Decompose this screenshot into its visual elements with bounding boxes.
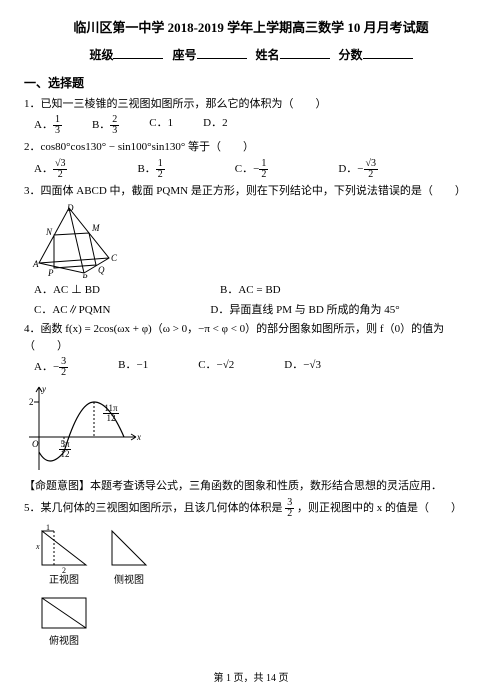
q3-opt-c: C．AC∥PQMN: [34, 302, 110, 319]
q4-options: A．−32 B．−1 C．−√2 D．−√3: [34, 357, 478, 378]
svg-text:A: A: [32, 259, 39, 269]
name-blank: [280, 47, 330, 59]
class-label: 班级: [89, 48, 113, 62]
front-view: 1 x 2 正视图: [34, 523, 94, 588]
svg-text:2: 2: [62, 566, 66, 573]
q5-text-a: 5．某几何体的三视图如图所示，且该几何体的体积是: [24, 502, 283, 514]
note-line: 【命题意图】本题考查诱导公式，三角函数的图象和性质，数形结合思想的灵活应用．: [24, 478, 478, 495]
svg-text:Q: Q: [98, 265, 105, 275]
seat-blank: [197, 47, 247, 59]
svg-text:M: M: [91, 223, 100, 233]
q1-opt-d: D．2: [203, 115, 227, 136]
svg-text:B: B: [82, 273, 88, 278]
q2-opt-a: A．√32: [34, 159, 67, 180]
score-label: 分数: [339, 48, 363, 62]
question-4: 4．函数 f(x) = 2cos(ωx + φ)（ω > 0，−π < φ < …: [24, 321, 478, 354]
q2-opt-d: D．−√32: [338, 159, 378, 180]
x-axis-label: x: [136, 432, 141, 442]
q3-options-row2: C．AC∥PQMN D．异面直线 PM 与 BD 所成的角为 45°: [34, 302, 478, 319]
q3-options-row1: A．AC ⊥ BD B．AC = BD: [34, 282, 478, 299]
q1-opt-a: A．13: [34, 115, 62, 136]
top-view-label: 俯视图: [34, 634, 94, 649]
svg-text:D: D: [66, 203, 74, 213]
y-axis-label: y: [41, 384, 46, 394]
score-blank: [363, 47, 413, 59]
q5-volume: 32: [285, 498, 294, 519]
cosine-graph-svg: 2 O x y 5π12 11π12: [24, 382, 144, 474]
q4-graph: 2 O x y 5π12 11π12: [24, 382, 478, 474]
top-view-svg: [34, 592, 94, 634]
q3-opt-b: B．AC = BD: [220, 282, 281, 299]
q4-opt-d: D．−√3: [284, 357, 321, 378]
top-view: 俯视图: [34, 592, 94, 649]
student-info-line: 班级 座号 姓名 分数: [24, 46, 478, 64]
q3-opt-d: D．异面直线 PM 与 BD 所成的角为 45°: [210, 302, 399, 319]
page-title: 临川区第一中学 2018-2019 学年上学期高三数学 10 月月考试题: [24, 18, 478, 38]
svg-text:C: C: [111, 253, 118, 263]
tetrahedron-svg: A B C D P Q M N: [24, 203, 119, 278]
q5-views-row1: 1 x 2 正视图 侧视图: [34, 523, 478, 588]
origin-label: O: [32, 439, 39, 449]
svg-text:1: 1: [46, 523, 50, 532]
q4-opt-b: B．−1: [118, 357, 148, 378]
question-2: 2．cos80°cos130° − sin100°sin130° 等于（ ）: [24, 139, 478, 156]
front-view-svg: 1 x 2: [34, 523, 94, 573]
class-blank: [113, 47, 163, 59]
y-tick-2: 2: [29, 397, 34, 407]
side-view-label: 侧视图: [104, 573, 154, 588]
page-footer: 第 1 页，共 14 页: [0, 671, 502, 686]
q2-options: A．√32 B．12 C．−12 D．−√32: [34, 159, 478, 180]
q1-opt-b: B．23: [92, 115, 119, 136]
q4-opt-a: A．−32: [34, 357, 68, 378]
q2-opt-b: B．12: [137, 159, 164, 180]
q3-opt-a: A．AC ⊥ BD: [34, 282, 100, 299]
q5-text-b: ，则正视图中的 x 的值是（ ）: [297, 502, 462, 514]
svg-text:N: N: [45, 227, 53, 237]
question-5: 5．某几何体的三视图如图所示，且该几何体的体积是 32 ，则正视图中的 x 的值…: [24, 498, 478, 519]
question-1: 1．已知一三棱锥的三视图如图所示，那么它的体积为（ ）: [24, 96, 478, 113]
q1-opt-c: C．1: [149, 115, 173, 136]
q3-diagram: A B C D P Q M N: [24, 203, 478, 278]
svg-text:x: x: [35, 542, 40, 551]
side-view: 侧视图: [104, 523, 154, 588]
q5-views-row2: 俯视图: [34, 592, 478, 649]
front-view-label: 正视图: [34, 573, 94, 588]
section-heading: 一、选择题: [24, 74, 478, 92]
side-view-svg: [104, 523, 154, 573]
svg-text:P: P: [47, 268, 54, 278]
q2-opt-c: C．−12: [235, 159, 269, 180]
name-label: 姓名: [256, 48, 280, 62]
q4-opt-c: C．−√2: [198, 357, 234, 378]
question-3: 3．四面体 ABCD 中，截面 PQMN 是正方形，则在下列结论中，下列说法错误…: [24, 183, 478, 200]
seat-label: 座号: [172, 48, 196, 62]
q1-options: A．13 B．23 C．1 D．2: [34, 115, 478, 136]
